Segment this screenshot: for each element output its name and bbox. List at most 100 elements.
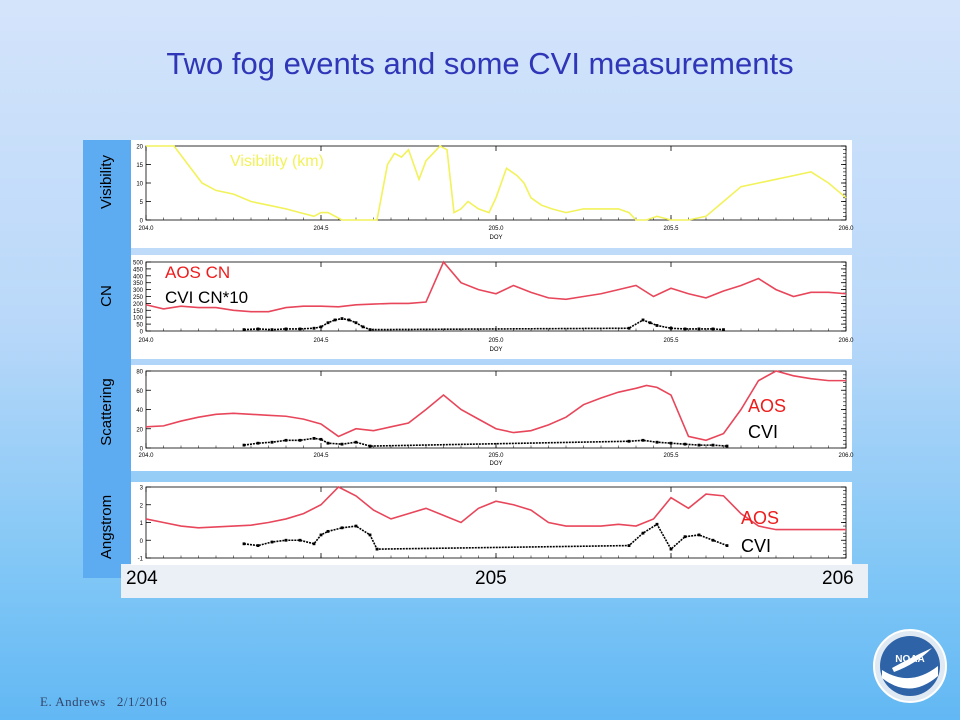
visibility-x-tick-label: 204.5: [313, 226, 329, 232]
scattering-cvi-point: [256, 441, 260, 445]
angstrom-y-tick-label: 3: [140, 486, 144, 492]
scattering-cvi-point: [683, 442, 687, 446]
cn-x-axis-label: DOY: [489, 347, 502, 353]
cn-cvi-point: [648, 321, 652, 325]
scattering-y-tick-label: 80: [136, 370, 143, 376]
cn-cvi-point: [711, 327, 715, 331]
cn-cvi-point: [298, 327, 302, 331]
angstrom-y-tick-label: 0: [140, 539, 144, 545]
angstrom-cvi-point: [340, 526, 344, 530]
slide-title: Two fog events and some CVI measurements: [166, 46, 794, 81]
cn-y-tick-label: 400: [133, 274, 144, 280]
scattering-y-tick-label: 40: [136, 408, 143, 414]
footer: E. Andrews 2/1/2016: [40, 694, 167, 710]
angstrom-y-tick-label: 1: [140, 521, 144, 527]
footer-author: E. Andrews: [40, 694, 106, 709]
cn-x-tick-label: 205.5: [663, 338, 679, 344]
cn-x-tick-label: 206.0: [838, 338, 854, 344]
bottom-tick-204: 204: [126, 568, 158, 589]
visibility-x-tick-label: 205.0: [488, 226, 504, 232]
cn-y-tick-label: 450: [133, 267, 144, 273]
cn-panel: [131, 255, 852, 359]
cn-x-tick-label: 204.5: [313, 338, 329, 344]
cn-x-tick-label: 204.0: [138, 338, 154, 344]
footer-date: 2/1/2016: [116, 694, 168, 709]
visibility-y-tick-label: 20: [136, 145, 143, 151]
angstrom-cvi-series-line: [243, 523, 728, 551]
angstrom-cvi-point: [683, 535, 687, 539]
scattering-x-tick-label: 206.0: [838, 453, 854, 459]
angstrom-legend-cvi: CVI: [741, 536, 771, 556]
angstrom-y-tick-label: 2: [140, 503, 144, 509]
scattering-y-tick-label: 0: [140, 447, 144, 453]
cn-x-tick-label: 205.0: [488, 338, 504, 344]
scattering-cvi-point: [319, 437, 323, 441]
scattering-cvi-point: [725, 444, 729, 448]
cn-plot-frame: [145, 261, 847, 332]
cn-y-tick-label: 150: [133, 309, 144, 315]
cn-cvi-point: [361, 325, 365, 329]
angstrom-y-tick-label: -1: [138, 557, 144, 563]
cn-y-tick-label: 250: [133, 295, 144, 301]
cn-cvi-point: [333, 318, 337, 322]
cn-y-tick-label: 350: [133, 281, 144, 287]
scattering-x-axis-label: DOY: [489, 461, 502, 467]
cn-cvi-point: [256, 327, 260, 331]
noaa-logo-text: NOAA: [895, 654, 924, 665]
cn-cvi-series-line: [243, 317, 724, 331]
panel-label-bar: [83, 140, 131, 578]
visibility-y-tick-label: 0: [140, 219, 144, 225]
visibility-x-tick-label: 206.0: [838, 226, 854, 232]
cn-cvi-point: [347, 318, 351, 322]
scattering-panel: [131, 365, 852, 471]
cn-y-tick-label: 300: [133, 288, 144, 294]
cn-y-tick-label: 200: [133, 302, 144, 308]
visibility-annotation: Visibility (km): [230, 153, 324, 170]
scattering-x-tick-label: 204.0: [138, 453, 154, 459]
angstrom-cvi-point: [669, 547, 673, 551]
scattering-legend-cvi: CVI: [748, 422, 778, 442]
cn-aos-series-line: [145, 260, 847, 313]
cn-legend-aos: AOS CN: [165, 263, 230, 282]
bottom-tick-205: 205: [475, 568, 507, 589]
visibility-x-tick-label: 205.5: [663, 226, 679, 232]
visibility-y-tick-label: 10: [136, 182, 143, 188]
angstrom-cvi-point: [312, 542, 316, 546]
visibility-y-tick-label: 15: [136, 163, 143, 169]
scattering-cvi-point: [641, 438, 645, 442]
cn-y-tick-label: 100: [133, 316, 144, 322]
visibility-chart: 0 5 10 15 20 204.0 204.5 205.0 205.5 206.0 DOY Visi…: [136, 145, 854, 242]
scattering-y-tick-label: 60: [136, 389, 143, 395]
scattering-legend-aos: AOS: [748, 396, 786, 416]
angstrom-cvi-point: [256, 544, 260, 547]
visibility-y-tick-label: 5: [140, 200, 144, 206]
visibility-x-tick-label: 204.0: [138, 226, 154, 232]
bottom-axis-box: [121, 564, 868, 598]
scattering-x-tick-label: 205.5: [663, 453, 679, 459]
scattering-cvi-point: [298, 438, 302, 442]
cn-cvi-point: [627, 326, 631, 330]
noaa-logo: NOAA: [873, 629, 947, 703]
angstrom-aos-series-line: [145, 486, 846, 531]
visibility-x-axis-label: DOY: [489, 235, 502, 241]
cn-y-tick-label: 0: [140, 330, 144, 336]
scattering-x-tick-label: 204.5: [313, 453, 329, 459]
scattering-chart: 0 20 40 60 80 204.0 204.5 205.0 205.5 206.0 DOY AOS…: [136, 370, 854, 468]
cn-legend-cvi: CVI CN*10: [165, 288, 248, 307]
cn-y-tick-label: 500: [133, 261, 144, 267]
cn-cvi-point: [319, 325, 323, 329]
bottom-tick-206: 206: [822, 568, 854, 589]
scattering-cvi-point: [354, 440, 358, 444]
scattering-cvi-point: [368, 444, 372, 448]
angstrom-cvi-point: [298, 538, 302, 542]
angstrom-chart: -1 0 1 2 3 AOS CVI: [138, 486, 847, 563]
cn-y-tick-label: 50: [136, 323, 143, 329]
scattering-y-tick-label: 20: [136, 427, 143, 433]
scattering-x-tick-label: 205.0: [488, 453, 504, 459]
angstrom-legend-aos: AOS: [741, 508, 779, 528]
scattering-aos-series-line: [145, 370, 846, 442]
cn-cvi-point: [669, 326, 673, 330]
angstrom-panel: [131, 482, 852, 565]
